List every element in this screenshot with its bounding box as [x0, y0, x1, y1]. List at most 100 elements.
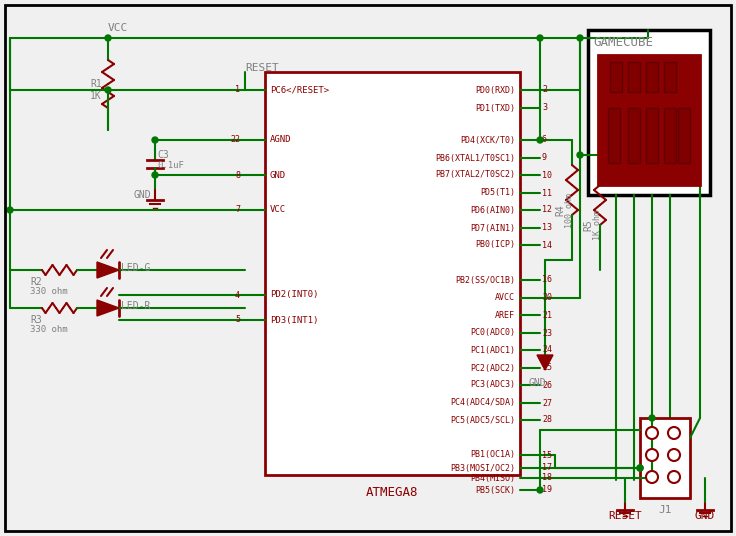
Text: 9: 9 [542, 153, 547, 162]
Text: 1: 1 [235, 86, 240, 94]
Bar [664, 62, 676, 92]
Text: 6: 6 [542, 136, 547, 145]
Text: 12: 12 [542, 205, 552, 214]
Text: ATMEGA8: ATMEGA8 [367, 487, 419, 500]
Text: VCC: VCC [270, 205, 286, 214]
Text: AGND: AGND [270, 136, 291, 145]
Circle shape [646, 449, 658, 461]
Text: PB2(SS/OC1B): PB2(SS/OC1B) [455, 276, 515, 285]
Text: 10: 10 [542, 170, 552, 180]
Text: PD0(RXD): PD0(RXD) [475, 86, 515, 94]
Text: 25: 25 [542, 363, 552, 373]
Text: PC2(ADC2): PC2(ADC2) [470, 363, 515, 373]
Bar [265, 72, 520, 475]
Text: R1: R1 [90, 79, 102, 89]
Text: RESET: RESET [608, 511, 642, 521]
Text: R3: R3 [30, 315, 42, 325]
Text: C3: C3 [157, 150, 169, 160]
Text: 26: 26 [542, 381, 552, 390]
Text: PB5(SCK): PB5(SCK) [475, 486, 515, 495]
Text: GND: GND [133, 190, 151, 200]
Bar [664, 108, 676, 163]
Text: PC1(ADC1): PC1(ADC1) [470, 346, 515, 354]
Text: LED-G: LED-G [121, 263, 150, 273]
Text: 24: 24 [542, 346, 552, 354]
Text: 15: 15 [542, 450, 552, 459]
Circle shape [668, 449, 680, 461]
Text: 2: 2 [542, 86, 547, 94]
Text: GND: GND [695, 511, 715, 521]
Circle shape [637, 465, 643, 471]
Circle shape [537, 487, 543, 493]
Text: PB6(XTAL1/T0SC1): PB6(XTAL1/T0SC1) [435, 153, 515, 162]
Text: 100 ohm: 100 ohm [565, 192, 575, 227]
Polygon shape [97, 262, 119, 278]
Text: 3: 3 [542, 103, 547, 113]
Circle shape [577, 35, 583, 41]
Text: 27: 27 [542, 398, 552, 407]
Bar [598, 55, 700, 185]
Text: PC3(ADC3): PC3(ADC3) [470, 381, 515, 390]
Text: AREF: AREF [495, 310, 515, 319]
Bar [640, 418, 690, 498]
Circle shape [668, 427, 680, 439]
Text: 23: 23 [542, 329, 552, 338]
Text: 5: 5 [235, 316, 240, 324]
Text: 330 ohm: 330 ohm [30, 325, 68, 334]
Bar [608, 108, 620, 163]
Text: 18: 18 [542, 473, 552, 482]
Text: 17: 17 [542, 464, 552, 473]
Polygon shape [537, 355, 553, 370]
Circle shape [7, 207, 13, 213]
Text: 0.1uF: 0.1uF [157, 161, 184, 170]
Text: GND: GND [270, 170, 286, 180]
Circle shape [646, 427, 658, 439]
Text: PB3(MOSI/OC2): PB3(MOSI/OC2) [450, 464, 515, 473]
Text: 14: 14 [542, 241, 552, 249]
Bar [646, 108, 658, 163]
Circle shape [537, 137, 543, 143]
Text: PD2(INT0): PD2(INT0) [270, 291, 319, 300]
Text: GAMECUBE: GAMECUBE [593, 35, 653, 48]
Text: PD5(T1): PD5(T1) [480, 189, 515, 197]
Bar [588, 30, 710, 195]
Text: 16: 16 [542, 276, 552, 285]
Text: LED-R: LED-R [121, 301, 150, 311]
Circle shape [152, 137, 158, 143]
Text: R5: R5 [583, 219, 593, 231]
Circle shape [537, 35, 543, 41]
Text: J1: J1 [658, 505, 672, 515]
Text: GND: GND [528, 378, 546, 388]
Bar [646, 62, 658, 92]
Circle shape [105, 87, 111, 93]
Text: 330 ohm: 330 ohm [30, 287, 68, 296]
Text: PC4(ADC4/SDA): PC4(ADC4/SDA) [450, 398, 515, 407]
Text: PD4(XCK/T0): PD4(XCK/T0) [460, 136, 515, 145]
Text: 13: 13 [542, 224, 552, 233]
Text: 1K: 1K [90, 91, 102, 101]
Text: 11: 11 [542, 189, 552, 197]
Circle shape [105, 35, 111, 41]
Text: 7: 7 [235, 205, 240, 214]
Text: 8: 8 [235, 170, 240, 180]
Circle shape [649, 415, 655, 421]
Text: PB0(ICP): PB0(ICP) [475, 241, 515, 249]
Circle shape [668, 471, 680, 483]
Text: PB4(MISO): PB4(MISO) [470, 473, 515, 482]
Text: R2: R2 [30, 277, 42, 287]
Text: PD1(TXD): PD1(TXD) [475, 103, 515, 113]
Text: PB1(OC1A): PB1(OC1A) [470, 450, 515, 459]
Circle shape [577, 152, 583, 158]
Text: 28: 28 [542, 415, 552, 425]
Text: VCC: VCC [108, 23, 128, 33]
Text: PD7(AIN1): PD7(AIN1) [470, 224, 515, 233]
Bar [628, 108, 640, 163]
Text: 20: 20 [542, 294, 552, 302]
Text: AVCC: AVCC [495, 294, 515, 302]
Bar [628, 62, 640, 92]
Circle shape [646, 471, 658, 483]
Bar [610, 62, 622, 92]
Text: PD3(INT1): PD3(INT1) [270, 316, 319, 324]
Text: PC6</RESET>: PC6</RESET> [270, 86, 329, 94]
Text: 19: 19 [542, 486, 552, 495]
